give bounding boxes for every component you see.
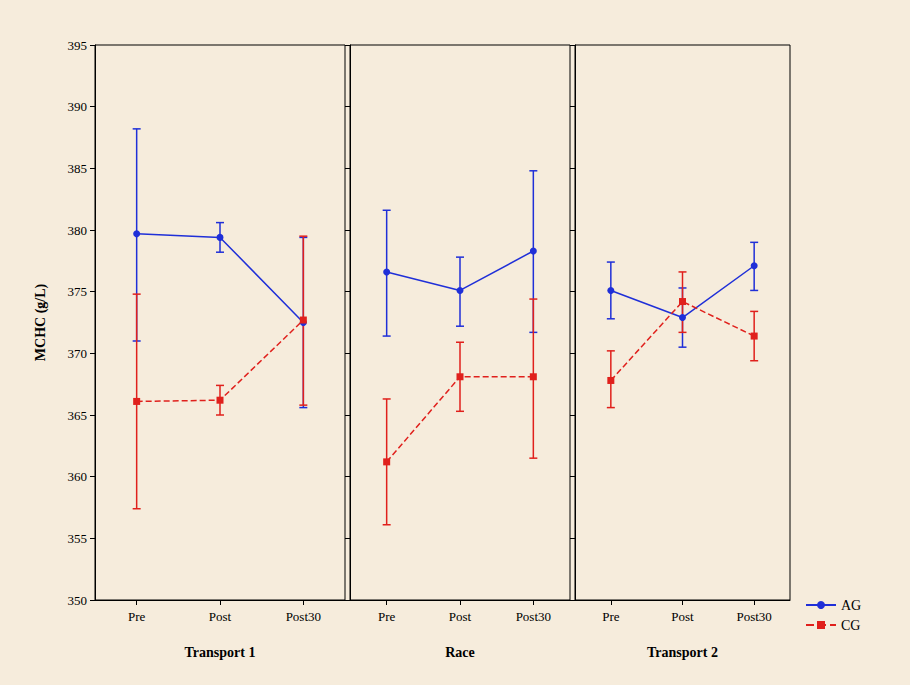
svg-text:Transport 1: Transport 1 — [185, 645, 256, 660]
svg-text:Pre: Pre — [378, 609, 396, 624]
svg-text:Post: Post — [209, 609, 232, 624]
svg-text:CG: CG — [841, 618, 860, 633]
svg-text:360: 360 — [68, 469, 88, 484]
svg-text:375: 375 — [68, 284, 88, 299]
svg-text:MCHC (g/L): MCHC (g/L) — [33, 283, 49, 361]
svg-text:AG: AG — [841, 598, 861, 613]
svg-text:Pre: Pre — [602, 609, 620, 624]
svg-text:Post30: Post30 — [516, 609, 551, 624]
svg-text:Race: Race — [445, 645, 475, 660]
svg-text:380: 380 — [68, 223, 88, 238]
svg-text:Post30: Post30 — [286, 609, 321, 624]
svg-text:350: 350 — [68, 593, 88, 608]
svg-text:Post: Post — [671, 609, 694, 624]
svg-text:365: 365 — [68, 408, 88, 423]
svg-text:370: 370 — [68, 346, 88, 361]
svg-text:385: 385 — [68, 161, 88, 176]
svg-text:Post30: Post30 — [736, 609, 771, 624]
svg-text:390: 390 — [68, 99, 88, 114]
svg-text:Post: Post — [449, 609, 472, 624]
svg-text:Pre: Pre — [128, 609, 146, 624]
svg-text:355: 355 — [68, 531, 88, 546]
svg-text:395: 395 — [68, 38, 88, 53]
svg-text:Transport 2: Transport 2 — [647, 645, 718, 660]
